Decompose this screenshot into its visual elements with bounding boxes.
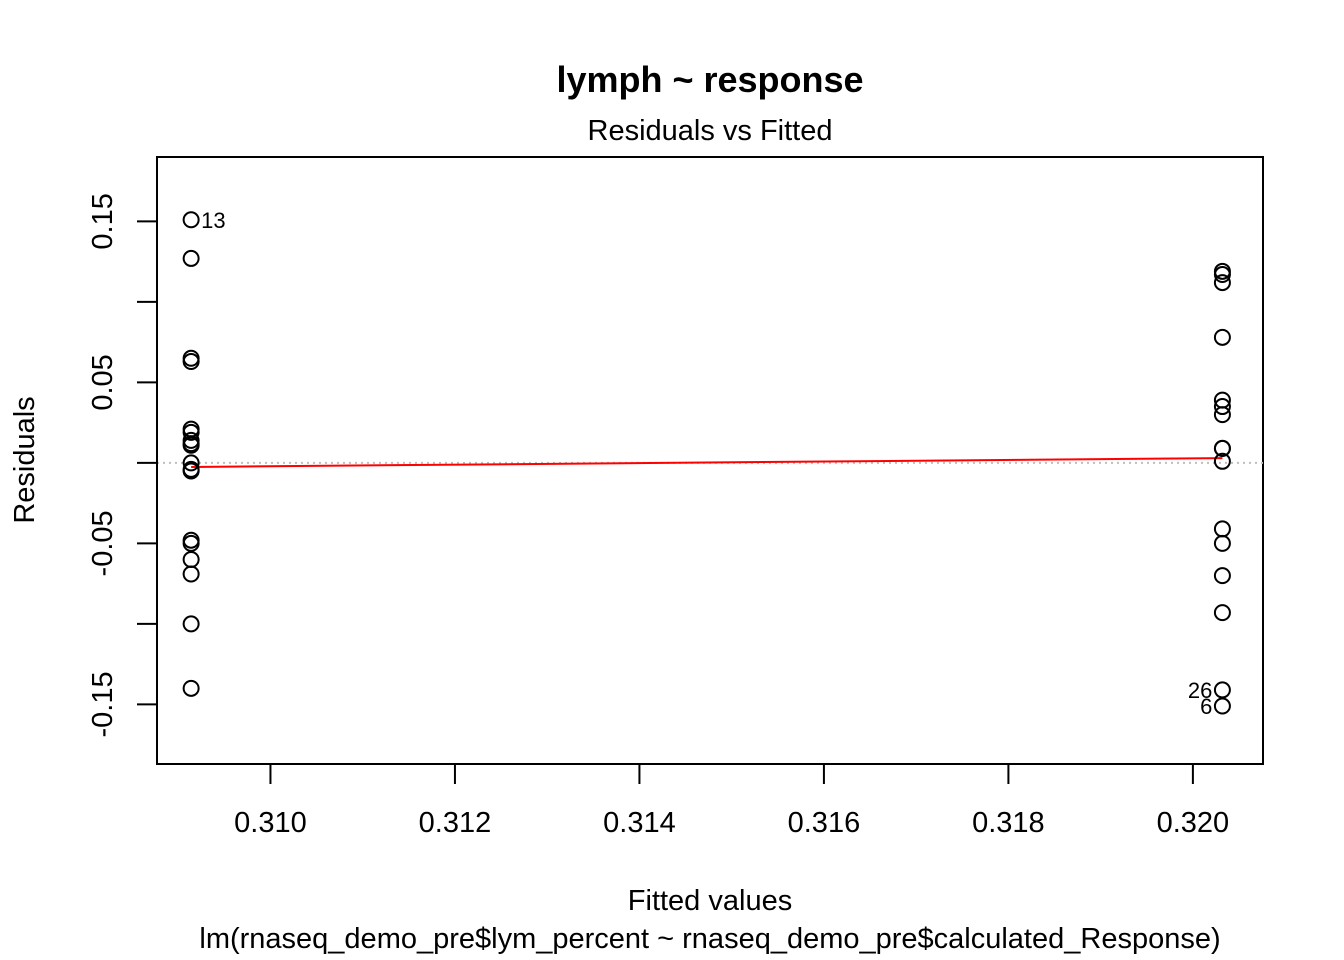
data-point [182, 352, 200, 370]
plot-frame [156, 156, 1264, 765]
x-tick-label: 0.320 [1157, 807, 1230, 839]
data-point [1213, 697, 1231, 715]
point-labels-layer: 13 266 [201, 208, 1212, 719]
data-point [182, 436, 200, 454]
data-point [182, 551, 200, 569]
x-axis: 0.310 0.312 0.314 0.316 0.318 0.320 [234, 763, 1230, 839]
x-tick-label: 0.310 [234, 807, 307, 839]
data-point [182, 565, 200, 583]
data-point [1213, 681, 1231, 699]
data-point [1213, 439, 1231, 457]
y-tick-label: 0.05 [87, 354, 119, 410]
point-label: 26 [1188, 678, 1212, 703]
x-axis-label: Fitted values [628, 885, 792, 917]
chart-subtitle: Residuals vs Fitted [588, 115, 833, 147]
data-point [182, 249, 200, 267]
data-point [182, 615, 200, 633]
data-point [1213, 274, 1231, 292]
data-point [182, 534, 200, 552]
points-layer [182, 211, 1231, 715]
data-point [182, 454, 200, 472]
smooth-line-layer [191, 457, 1223, 468]
y-tick-label: -0.15 [87, 671, 119, 737]
chart-title: lymph ~ response [556, 59, 863, 100]
y-tick-label: 0.15 [87, 193, 119, 249]
data-point [1213, 534, 1231, 552]
data-point [182, 423, 200, 441]
point-label: 6 [1200, 694, 1212, 719]
data-point [1213, 604, 1231, 622]
data-point [1213, 398, 1231, 416]
data-point [182, 431, 200, 449]
x-axis-sublabel: lm(rnaseq_demo_pre$lym_percent ~ rnaseq_… [199, 923, 1220, 955]
x-tick-label: 0.316 [788, 807, 861, 839]
data-point [182, 211, 200, 229]
x-tick-label: 0.314 [603, 807, 676, 839]
data-point [182, 462, 200, 480]
y-tick-label: -0.05 [87, 510, 119, 576]
point-label: 13 [201, 208, 225, 233]
data-point [1213, 520, 1231, 538]
x-tick-label: 0.318 [972, 807, 1045, 839]
data-point [1213, 406, 1231, 424]
y-axis-label: Residuals [9, 396, 41, 523]
smooth-line [191, 457, 1223, 468]
y-axis: -0.15 -0.05 0.05 0.15 [87, 193, 158, 737]
data-point [1213, 328, 1231, 346]
x-tick-label: 0.312 [419, 807, 492, 839]
data-point [182, 679, 200, 697]
data-point [1213, 452, 1231, 470]
data-point [1213, 567, 1231, 585]
data-point [1213, 266, 1231, 284]
